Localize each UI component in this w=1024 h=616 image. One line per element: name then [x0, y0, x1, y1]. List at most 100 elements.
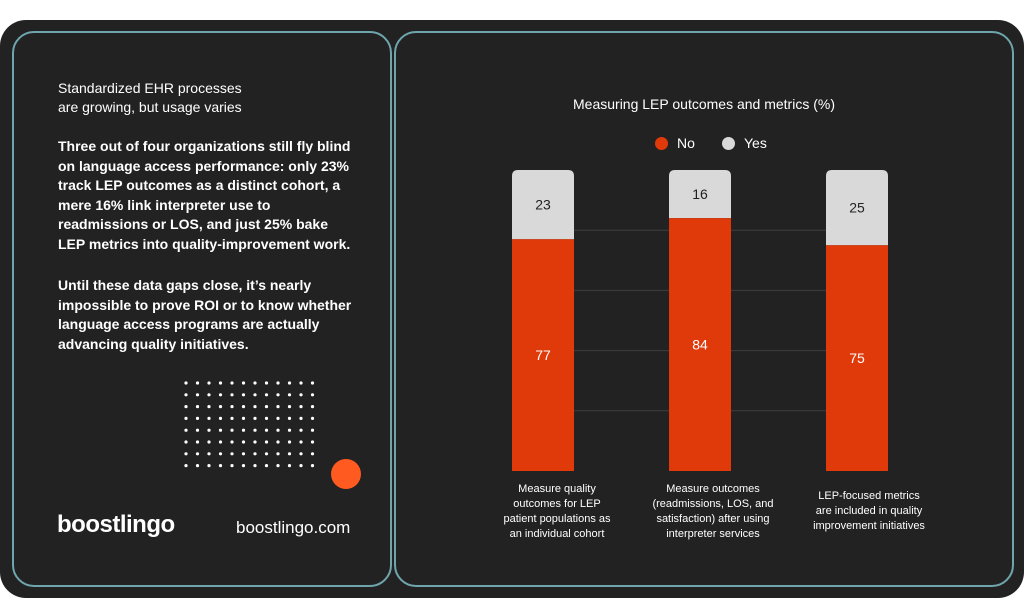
decor-dot — [264, 428, 269, 432]
decor-dot — [241, 393, 246, 397]
decor-dot — [195, 416, 200, 420]
decor-dot — [287, 464, 292, 468]
data-label-no: 77 — [535, 347, 551, 363]
decor-dot — [276, 428, 280, 432]
bar-segment-no — [512, 239, 574, 471]
decor-dot — [207, 393, 211, 397]
decor-dot — [299, 416, 303, 420]
decor-dot — [207, 405, 211, 409]
legend-swatch-no — [655, 136, 668, 150]
decor-dot — [287, 393, 292, 397]
decor-dot — [253, 452, 257, 456]
decor-dot — [184, 393, 188, 397]
decor-dot — [230, 428, 234, 432]
decor-dot — [264, 381, 269, 385]
bar-segment-yes — [512, 170, 574, 240]
decor-dot — [253, 416, 257, 420]
decor-dot — [276, 393, 280, 397]
decor-dot — [184, 416, 188, 420]
decor-dot — [299, 381, 303, 385]
decor-dot — [218, 452, 223, 456]
category-label-quality-initiatives: LEP-focused metrics are included in qual… — [813, 490, 925, 532]
category-label-cohort: Measure quality outcomes for LEP patient… — [503, 483, 611, 540]
decor-dot — [276, 440, 280, 444]
decor-dot — [264, 416, 269, 420]
decor-dot — [287, 440, 292, 444]
decor-dot — [218, 416, 223, 420]
website-link[interactable]: boostlingo.com — [236, 518, 351, 537]
boostlingo-logo: boostlingo — [57, 511, 175, 538]
decor-dot — [241, 405, 246, 409]
bar-segment-no — [826, 245, 888, 471]
decor-dot — [241, 381, 246, 385]
decor-dot — [310, 381, 315, 385]
legend-item-no: No — [655, 135, 695, 151]
dot-grid-decoration — [184, 381, 315, 468]
decor-dot — [184, 405, 188, 409]
decor-dot — [184, 428, 188, 432]
decor-dot — [310, 452, 315, 456]
decor-dot — [253, 381, 257, 385]
decor-dot — [310, 416, 315, 420]
decor-dot — [241, 452, 246, 456]
decor-dot — [230, 405, 234, 409]
decor-dot — [287, 381, 292, 385]
decor-dot — [264, 393, 269, 397]
conclusion-paragraph: Until these data gaps close, it’s nearly… — [58, 277, 352, 352]
decor-dot — [299, 428, 303, 432]
decor-dot — [276, 416, 280, 420]
decor-dot — [195, 381, 200, 385]
chart-title: Measuring LEP outcomes and metrics (%) — [573, 96, 835, 112]
decor-dot — [195, 464, 200, 468]
decor-dot — [241, 428, 246, 432]
decor-dot — [241, 464, 246, 468]
decor-dot — [230, 416, 234, 420]
data-label-yes: 25 — [849, 200, 865, 216]
decor-dot — [310, 464, 315, 468]
decor-dot — [310, 393, 315, 397]
decor-dot — [218, 464, 223, 468]
orange-dot-decoration — [331, 459, 361, 489]
decor-dot — [207, 428, 211, 432]
key-finding-paragraph: Three out of four organizations still fl… — [58, 138, 351, 252]
decor-dot — [253, 464, 257, 468]
chart-panel — [394, 31, 1014, 587]
decor-dot — [310, 440, 315, 444]
decor-dot — [207, 464, 211, 468]
decor-dot — [299, 440, 303, 444]
decor-dot — [276, 464, 280, 468]
decor-dot — [241, 416, 246, 420]
decor-dot — [276, 405, 280, 409]
decor-dot — [253, 405, 257, 409]
decor-dot — [218, 405, 223, 409]
decor-dot — [287, 405, 292, 409]
decor-dot — [287, 452, 292, 456]
intro-text: Standardized EHR processes are growing, … — [58, 80, 242, 115]
data-label-no: 75 — [849, 350, 865, 366]
data-label-no: 84 — [692, 337, 708, 353]
decor-dot — [195, 393, 200, 397]
decor-dot — [276, 452, 280, 456]
legend-label-yes: Yes — [744, 135, 767, 151]
bar-segment-yes — [826, 170, 888, 246]
decor-dot — [287, 428, 292, 432]
decor-dot — [207, 452, 211, 456]
decor-dot — [299, 464, 303, 468]
legend-swatch-yes — [722, 136, 735, 150]
decor-dot — [299, 452, 303, 456]
decor-dot — [241, 440, 246, 444]
decor-dot — [299, 405, 303, 409]
decor-dot — [264, 464, 269, 468]
decor-dot — [253, 428, 257, 432]
decor-dot — [264, 452, 269, 456]
decor-dot — [218, 393, 223, 397]
category-label-interpreter-outcomes: Measure outcomes (readmissions, LOS, and… — [652, 483, 774, 540]
decor-dot — [195, 440, 200, 444]
decor-dot — [230, 464, 234, 468]
decor-dot — [310, 405, 315, 409]
decor-dot — [218, 440, 223, 444]
decor-dot — [195, 405, 200, 409]
decor-dot — [299, 393, 303, 397]
bar-segment-yes — [669, 170, 731, 219]
